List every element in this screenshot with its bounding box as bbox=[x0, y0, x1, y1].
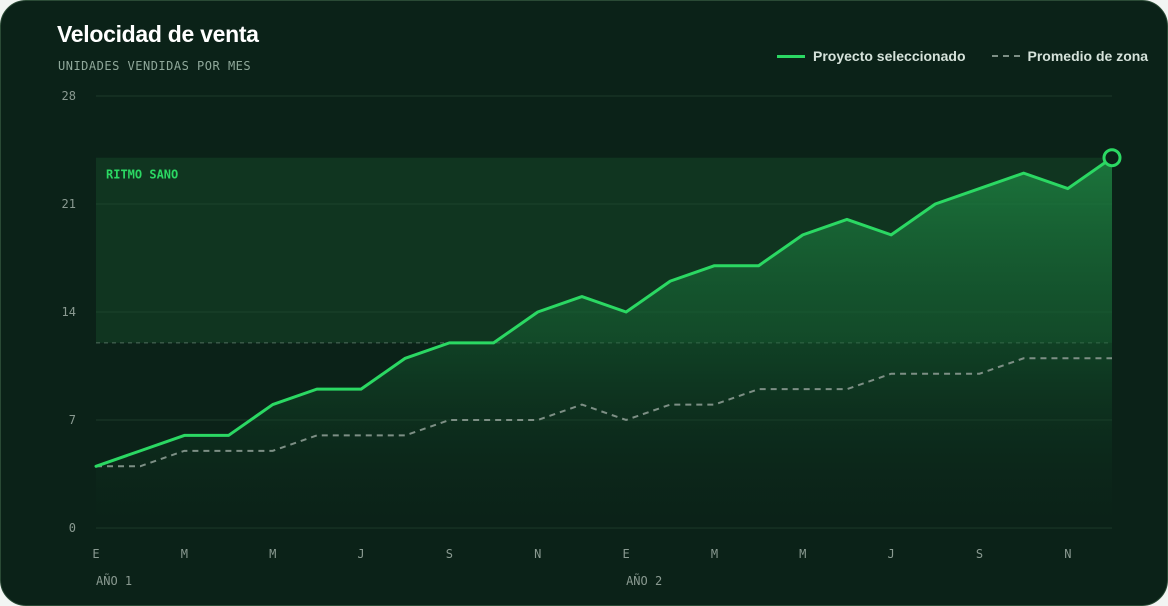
chart-subtitle: UNIDADES VENDIDAS POR MES bbox=[58, 59, 252, 73]
x-tick-label: M bbox=[711, 547, 718, 561]
y-tick-label: 7 bbox=[69, 413, 76, 427]
last-point-marker bbox=[1102, 148, 1122, 168]
y-tick-label: 14 bbox=[62, 305, 76, 319]
legend-swatch-dashed bbox=[991, 55, 1020, 57]
series bbox=[94, 148, 1122, 468]
y-tick-label: 0 bbox=[69, 521, 76, 535]
series-line-average bbox=[96, 357, 1112, 468]
x-tick-label: N bbox=[534, 547, 541, 561]
x-tick-label: S bbox=[446, 547, 453, 561]
y-tick-label: 28 bbox=[62, 89, 76, 103]
axes: 0 7 14 21 28 E M M J S N E M M J S N AÑO 1 AÑO 2 bbox=[62, 89, 1072, 588]
x-tick-label: N bbox=[1064, 547, 1071, 561]
x-tick-label: S bbox=[976, 547, 983, 561]
x-tick-label: M bbox=[181, 547, 188, 561]
year-label: AÑO 2 bbox=[626, 573, 662, 588]
area-fill bbox=[96, 157, 1112, 528]
area-fill-selected bbox=[96, 157, 1112, 528]
chart-title: Velocidad de venta bbox=[57, 21, 259, 47]
x-tick-label: M bbox=[269, 547, 276, 561]
healthy-band-label: RITMO SANO bbox=[106, 168, 178, 182]
legend-item-selected[interactable]: Proyecto seleccionado bbox=[777, 48, 966, 64]
x-tick-label: E bbox=[92, 547, 99, 561]
series-line-selected bbox=[94, 156, 1114, 468]
legend: Proyecto seleccionado Promedio de zona bbox=[777, 48, 1148, 64]
legend-label-average: Promedio de zona bbox=[1027, 48, 1149, 64]
x-tick-label: M bbox=[799, 547, 806, 561]
x-tick-label: E bbox=[622, 547, 629, 561]
x-tick-label: J bbox=[888, 547, 895, 561]
x-tick-label: J bbox=[357, 547, 364, 561]
year-label: AÑO 1 bbox=[96, 573, 132, 588]
legend-label-selected: Proyecto seleccionado bbox=[813, 48, 966, 64]
legend-item-average[interactable]: Promedio de zona bbox=[991, 48, 1149, 64]
legend-swatch-solid bbox=[777, 54, 805, 58]
y-tick-label: 21 bbox=[62, 197, 76, 211]
